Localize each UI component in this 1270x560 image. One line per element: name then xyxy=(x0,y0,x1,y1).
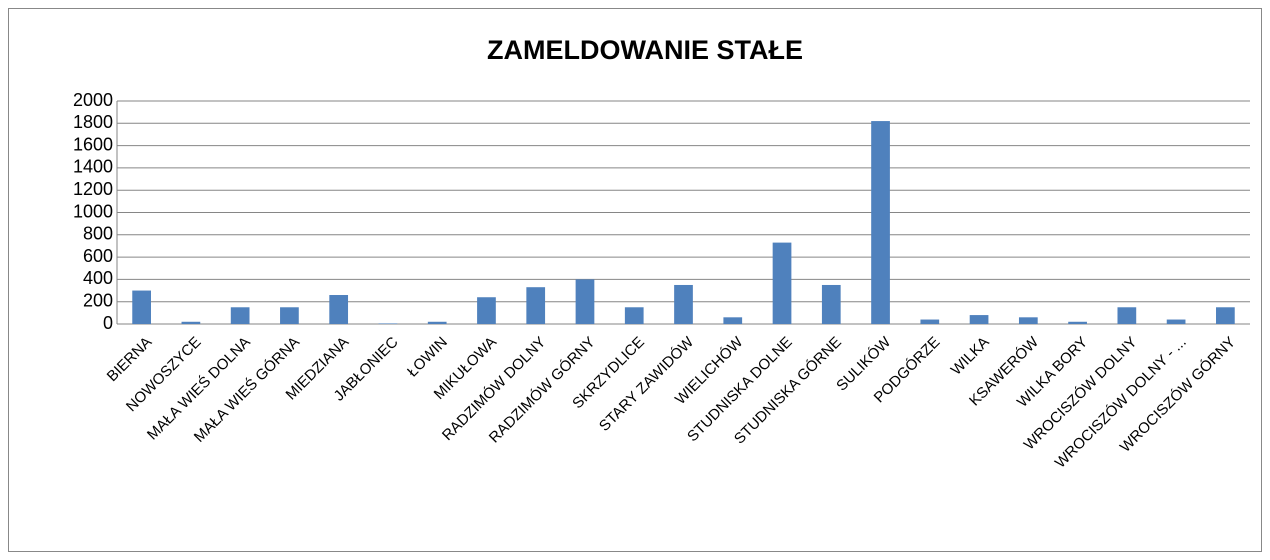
bar xyxy=(821,284,841,324)
bar xyxy=(1018,317,1038,324)
y-tick-label: 1000 xyxy=(73,201,113,221)
chart-title: ZAMELDOWANIE STAŁE xyxy=(487,35,803,65)
y-tick-label: 1600 xyxy=(73,134,113,154)
y-tick-label: 2000 xyxy=(73,90,113,110)
bar xyxy=(378,323,398,324)
bar xyxy=(1166,319,1186,324)
y-tick-label: 200 xyxy=(83,290,113,310)
bar xyxy=(871,121,890,324)
bar xyxy=(575,279,595,324)
bar xyxy=(230,307,250,324)
bar xyxy=(526,287,546,324)
bar xyxy=(427,321,447,324)
y-tick-label: 400 xyxy=(83,268,113,288)
bar xyxy=(1216,307,1235,324)
chart-frame xyxy=(8,8,1262,552)
y-tick-label: 1400 xyxy=(73,157,113,177)
y-tick-label: 600 xyxy=(83,246,113,266)
bar xyxy=(329,295,349,324)
y-tick-label: 1800 xyxy=(73,112,113,132)
bar xyxy=(772,242,792,324)
bar xyxy=(723,317,743,324)
y-tick-label: 1200 xyxy=(73,179,113,199)
bar xyxy=(674,284,693,324)
bar xyxy=(1068,321,1087,324)
bar xyxy=(280,307,299,324)
bar xyxy=(477,297,496,324)
bar xyxy=(132,290,151,324)
bar xyxy=(1117,307,1137,324)
bar xyxy=(920,319,940,324)
y-tick-label: 800 xyxy=(83,224,113,244)
bar xyxy=(624,307,644,324)
y-tick-label: 0 xyxy=(103,313,113,333)
bar xyxy=(181,321,201,324)
bar xyxy=(969,315,989,324)
